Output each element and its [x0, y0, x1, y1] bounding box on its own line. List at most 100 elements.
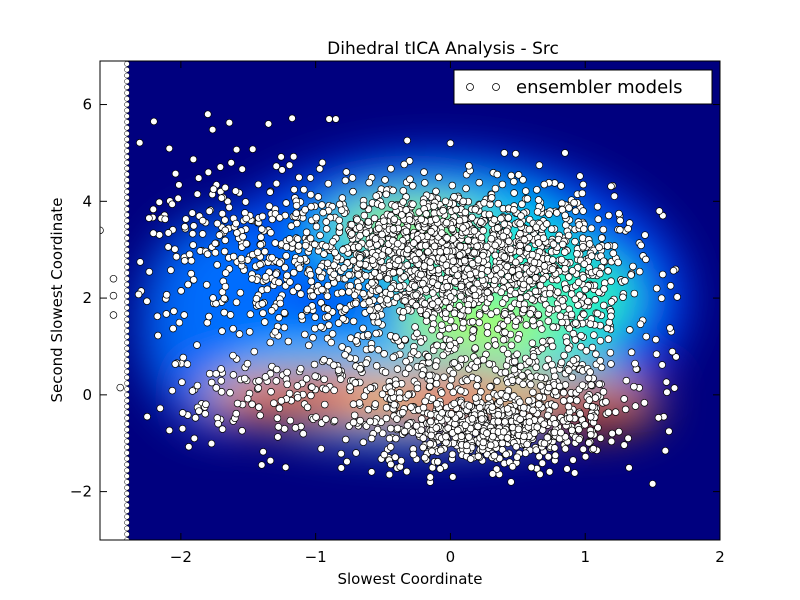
scatter-point	[263, 285, 272, 294]
scatter-point	[322, 415, 330, 423]
scatter-point	[167, 266, 175, 274]
scatter-point	[322, 242, 330, 251]
scatter-point	[661, 446, 670, 455]
scatter-point	[557, 358, 566, 367]
scatter-point	[245, 328, 254, 336]
scatter-point	[563, 338, 571, 346]
scatter-point	[307, 391, 315, 400]
scatter-point	[493, 224, 502, 232]
x-axis-label: Slowest Coordinate	[337, 570, 482, 588]
scatter-point	[124, 409, 130, 416]
scatter-point	[124, 484, 130, 491]
scatter-point	[390, 400, 399, 409]
scatter-point	[392, 293, 401, 302]
scatter-point	[483, 322, 492, 331]
scatter-point	[345, 271, 353, 279]
scatter-point	[533, 186, 541, 194]
scatter-point	[400, 160, 408, 169]
scatter-point	[124, 537, 130, 540]
scatter-point	[372, 362, 381, 370]
scatter-point	[204, 168, 213, 177]
scatter-point	[666, 282, 675, 290]
scatter-point	[507, 478, 515, 486]
scatter-point	[501, 328, 509, 337]
scatter-point	[272, 365, 281, 374]
chart-title: Dihedral tICA Analysis - Src	[327, 39, 559, 59]
scatter-point	[605, 211, 613, 220]
scatter-point	[519, 280, 528, 289]
scatter-point	[456, 336, 464, 345]
scatter-point	[307, 190, 315, 199]
scatter-point	[183, 360, 192, 368]
scatter-point	[389, 186, 397, 195]
scatter-point	[198, 230, 207, 238]
scatter-point	[291, 424, 300, 432]
scatter-point	[548, 342, 557, 351]
scatter-point	[616, 216, 624, 225]
scatter-point	[447, 410, 456, 418]
scatter-point	[430, 202, 438, 211]
scatter-point	[485, 360, 494, 368]
scatter-point	[280, 309, 289, 317]
scatter-point	[193, 381, 202, 390]
scatter-point	[450, 309, 459, 318]
scatter-point	[531, 274, 540, 282]
y-axis-label: Second Slowest Coordinate	[48, 197, 66, 402]
scatter-point	[323, 292, 332, 300]
scatter-point	[282, 252, 290, 260]
scatter-point	[503, 434, 512, 442]
scatter-point	[512, 150, 520, 158]
scatter-point	[124, 171, 130, 177]
scatter-point	[565, 273, 573, 281]
scatter-point	[535, 452, 543, 461]
scatter-point	[379, 264, 388, 273]
scatter-point	[642, 255, 650, 264]
scatter-point	[487, 310, 495, 318]
scatter-point	[252, 294, 261, 303]
scatter-point	[385, 434, 394, 443]
scatter-point	[393, 365, 402, 373]
y-tick-label: 2	[82, 289, 92, 307]
scatter-point	[520, 403, 528, 412]
scatter-point	[185, 250, 194, 259]
scatter-point	[378, 429, 387, 438]
scatter-point	[368, 279, 376, 287]
scatter-point	[354, 270, 363, 279]
scatter-point	[124, 467, 130, 474]
scatter-point	[365, 297, 373, 306]
scatter-point	[124, 334, 130, 340]
scatter-point	[479, 356, 488, 364]
scatter-point	[479, 251, 487, 260]
scatter-point	[421, 241, 430, 250]
scatter-point	[590, 331, 598, 339]
scatter-point	[124, 339, 130, 346]
scatter-point	[217, 194, 226, 202]
scatter-point	[349, 418, 358, 427]
scatter-point	[309, 292, 317, 300]
scatter-point	[550, 444, 559, 452]
scatter-point	[109, 311, 118, 319]
scatter-point	[490, 451, 499, 460]
scatter-point	[477, 387, 485, 396]
scatter-point	[492, 465, 501, 473]
scatter-point	[312, 222, 321, 231]
scatter-point	[539, 234, 548, 242]
scatter-point	[502, 227, 511, 236]
scatter-point	[403, 467, 411, 476]
scatter-point	[593, 309, 602, 318]
scatter-point	[457, 386, 465, 395]
scatter-point	[450, 193, 458, 201]
scatter-point	[580, 260, 588, 268]
scatter-point	[124, 148, 130, 154]
scatter-point	[330, 261, 338, 269]
scatter-point	[436, 332, 444, 340]
scatter-point	[514, 425, 523, 434]
scatter-point	[471, 394, 480, 402]
scatter-point	[568, 373, 576, 382]
scatter-point	[145, 214, 153, 222]
scatter-point	[441, 197, 450, 206]
scatter-point	[320, 356, 328, 364]
x-axis: −2 −1 0 1 2	[170, 61, 725, 566]
scatter-point	[493, 377, 501, 385]
